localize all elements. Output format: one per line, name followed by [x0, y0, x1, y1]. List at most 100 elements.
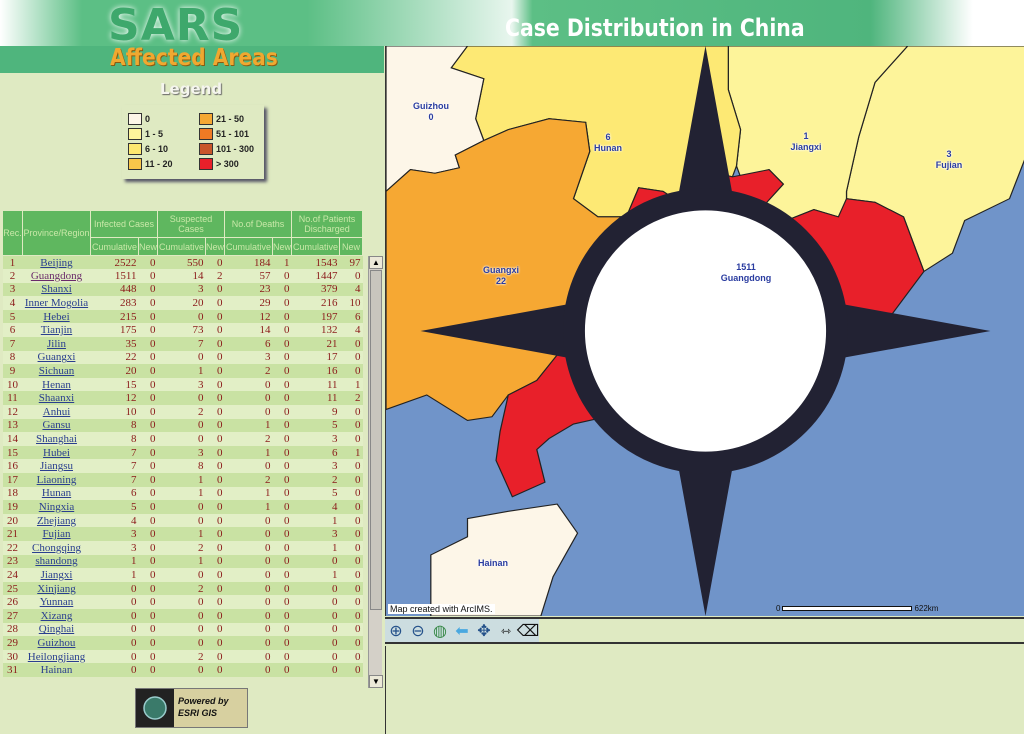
- pan-icon[interactable]: ✥: [477, 622, 491, 640]
- table-row: 6 Tianjin 175 0 73 0 14 0 132 4: [2, 323, 363, 338]
- table-cell: 0: [339, 432, 363, 446]
- table-cell: 0: [272, 445, 292, 460]
- label-hainan: Hainan: [477, 558, 508, 568]
- table-cell: 7: [2, 337, 23, 351]
- table-cell: 0: [339, 364, 363, 378]
- province-link[interactable]: Sichuan: [38, 365, 75, 378]
- table-cell: 0: [224, 663, 273, 677]
- province-link[interactable]: Yunnan: [39, 596, 74, 609]
- table-cell: 0: [339, 513, 363, 528]
- table-cell: 0: [339, 459, 363, 473]
- table-row: 19 Ningxia 5 0 0 0 1 0 4 0: [2, 500, 363, 514]
- full-extent-icon[interactable]: ◍: [433, 622, 447, 640]
- province-link[interactable]: Zhejiang: [36, 514, 77, 527]
- province-cell: Xizang: [22, 608, 91, 623]
- province-link[interactable]: Tianjin: [40, 324, 73, 337]
- table-row: 11 Shaanxi 12 0 0 0 0 0 11 2: [2, 391, 363, 406]
- province-link[interactable]: Anhui: [42, 405, 71, 418]
- province-link[interactable]: Jiangxi: [40, 568, 73, 581]
- province-link[interactable]: Xinjiang: [37, 582, 76, 595]
- province-link[interactable]: Guangxi: [37, 351, 76, 364]
- table-cell: 1: [157, 473, 206, 487]
- table-cell: 0: [224, 540, 273, 555]
- table-cell: 0: [272, 540, 292, 555]
- province-link[interactable]: Hainan: [40, 664, 73, 677]
- province-cell: Hebei: [22, 309, 91, 324]
- province-link[interactable]: Jilin: [47, 337, 66, 350]
- measure-icon[interactable]: ⇿: [500, 623, 512, 638]
- eraser-icon[interactable]: ⌫: [516, 622, 540, 640]
- scroll-thumb[interactable]: [370, 270, 382, 610]
- province-link[interactable]: Jiangsu: [40, 460, 73, 473]
- province-link[interactable]: Fujian: [42, 528, 71, 541]
- province-link[interactable]: Hunan: [41, 487, 72, 500]
- table-cell: 0: [272, 323, 292, 338]
- table-cell: 0: [224, 608, 273, 623]
- province-link[interactable]: Shanghai: [36, 433, 77, 446]
- table-cell: 0: [224, 636, 273, 650]
- scroll-down-button[interactable]: ▼: [369, 675, 383, 688]
- table-cell: 0: [205, 296, 225, 310]
- table-cell: 550: [157, 255, 206, 270]
- table-row: 9 Sichuan 20 0 1 0 2 0 16 0: [2, 364, 363, 378]
- zoom-in-icon[interactable]: ⊕: [389, 622, 403, 640]
- table-cell: 12: [90, 391, 139, 406]
- table-cell: 0: [138, 636, 158, 650]
- table-row: 15 Hubei 7 0 3 0 1 0 6 1: [2, 445, 363, 460]
- province-link[interactable]: Xizang: [40, 609, 73, 622]
- table-cell: 0: [224, 527, 273, 541]
- region-hainan[interactable]: [430, 503, 579, 616]
- province-link[interactable]: Guizhou: [37, 636, 76, 649]
- table-cell: 22: [2, 540, 23, 555]
- table-cell: 17: [2, 473, 23, 487]
- province-link[interactable]: shandong: [35, 555, 78, 568]
- map-view[interactable]: Guizhou 0 6 Hunan 1 Jiangxi 3 Fujian Guangxi…: [385, 46, 1024, 616]
- province-link[interactable]: Heilongjiang: [27, 650, 86, 663]
- table-cell: 15: [2, 445, 23, 460]
- province-link[interactable]: Qinghai: [38, 623, 75, 636]
- table-cell: 0: [205, 418, 225, 433]
- table-cell: 0: [272, 418, 292, 433]
- province-link[interactable]: Chongqing: [32, 541, 81, 554]
- table-cell: 0: [339, 473, 363, 487]
- province-cell: Jiangxi: [22, 568, 91, 582]
- table-scrollbar[interactable]: ▲ ▼: [368, 256, 383, 688]
- esri-badge[interactable]: Powered by ESRI GIS: [135, 688, 248, 728]
- zoom-out-icon[interactable]: ⊖: [411, 622, 425, 640]
- table-cell: 1: [224, 486, 273, 501]
- table-cell: 0: [272, 296, 292, 310]
- table-cell: 0: [272, 309, 292, 324]
- table-cell: 0: [157, 568, 206, 582]
- province-link[interactable]: Hebei: [43, 310, 70, 323]
- table-cell: 19: [2, 500, 23, 514]
- scroll-up-button[interactable]: ▲: [369, 256, 383, 269]
- province-link[interactable]: Shanxi: [41, 283, 72, 296]
- province-link[interactable]: Liaoning: [36, 473, 77, 486]
- table-cell: 35: [90, 337, 139, 351]
- province-link[interactable]: Ningxia: [38, 500, 75, 513]
- province-link[interactable]: Hubei: [43, 446, 70, 459]
- province-link[interactable]: Guangdong: [30, 269, 83, 282]
- table-cell: 0: [90, 581, 139, 596]
- province-link[interactable]: Beijing: [40, 256, 73, 269]
- label-guangdong-count: 1511: [736, 262, 756, 272]
- table-cell: 1: [157, 486, 206, 501]
- back-arrow-icon[interactable]: ⬅: [455, 622, 469, 640]
- table-cell: 0: [138, 364, 158, 378]
- scale-bar: 0 622km: [776, 604, 939, 613]
- province-link[interactable]: Henan: [42, 378, 71, 391]
- table-row: 21 Fujian 3 0 1 0 0 0 3 0: [2, 527, 363, 541]
- table-cell: 0: [205, 432, 225, 446]
- table-cell: 0: [291, 663, 340, 677]
- table-cell: 3: [291, 527, 340, 541]
- table-cell: 0: [339, 405, 363, 419]
- province-link[interactable]: Inner Mogolia: [24, 297, 89, 310]
- province-link[interactable]: Shaanxi: [38, 392, 75, 405]
- province-link[interactable]: Gansu: [42, 419, 71, 432]
- table-cell: 0: [339, 622, 363, 637]
- legend-item: 101 - 300: [199, 143, 254, 155]
- table-cell: 8: [157, 459, 206, 473]
- table-cell: 2: [205, 269, 225, 283]
- table-cell: 1: [291, 540, 340, 555]
- table-row: 8 Guangxi 22 0 0 0 3 0 17 0: [2, 350, 363, 365]
